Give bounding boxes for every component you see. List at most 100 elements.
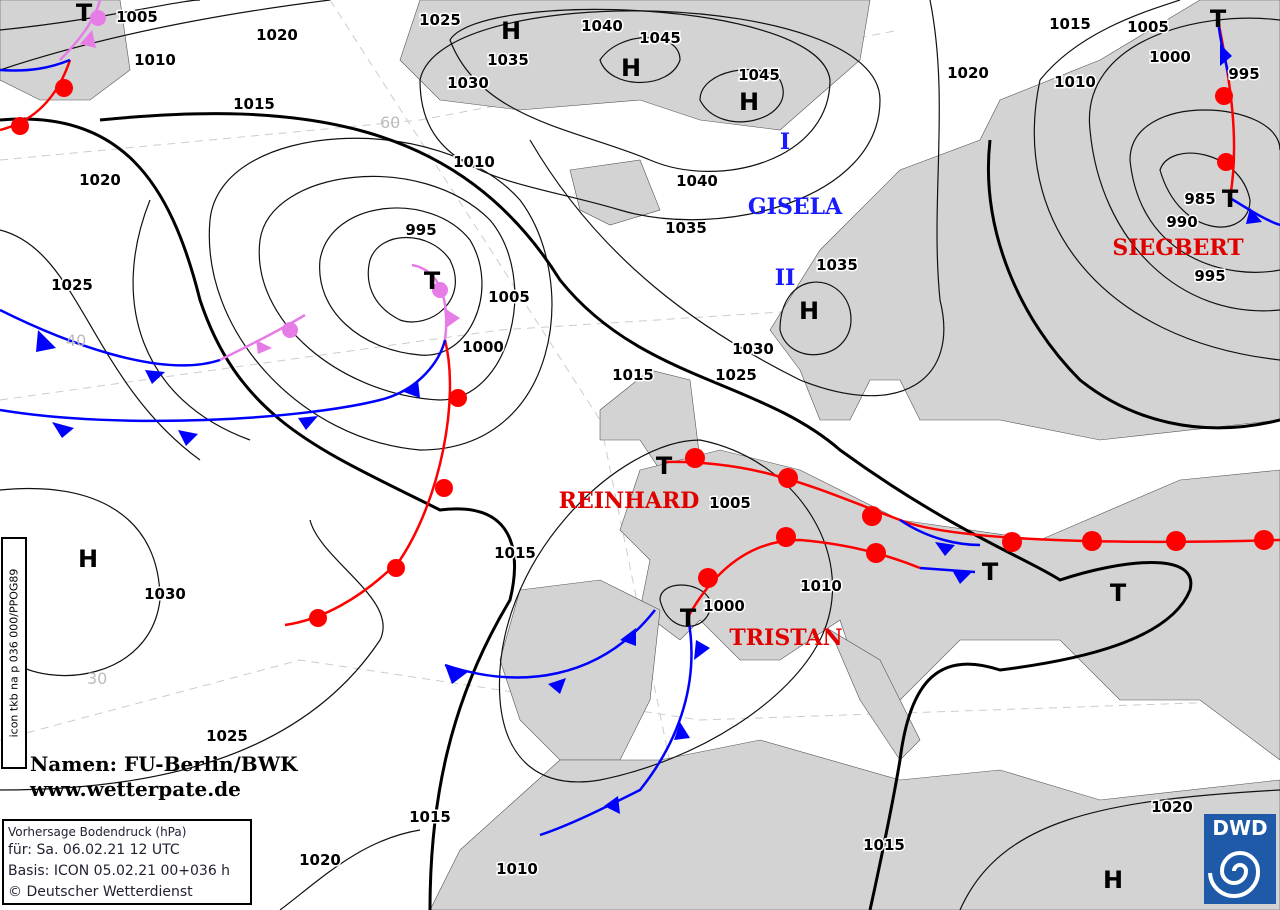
isobar-label: 1025 — [419, 11, 461, 29]
isobar-label: 985 — [1184, 190, 1215, 208]
run-id-text: icon tkb na p 036 000/PPOG89 — [7, 568, 21, 738]
isobar-label: 995 — [1194, 267, 1225, 285]
cold-front-tristan-east — [919, 566, 976, 574]
occlusion-front-nw — [59, 0, 102, 61]
system-name: REINHARD — [559, 488, 700, 514]
isobar-label: 1040 — [676, 172, 718, 190]
scandinavia — [769, 0, 1280, 441]
isobar-label: 1005 — [709, 494, 751, 512]
isobar-label: 995 — [405, 221, 436, 239]
cold-front-nw — [0, 58, 71, 72]
system-name: II — [775, 265, 796, 291]
isobar-label: 1045 — [738, 66, 780, 84]
isobar-label: 1025 — [51, 276, 93, 294]
isobar-label: 1040 — [581, 17, 623, 35]
cold-front-symbols — [36, 44, 1262, 814]
isobar-label: 1010 — [1054, 73, 1096, 91]
british-isles — [599, 369, 701, 471]
pressure-centers: H H H H H H T T T T T T T T — [76, 0, 1239, 894]
north-africa — [429, 739, 1280, 910]
warm-front-tristan — [686, 538, 921, 618]
isobar-label: 1045 — [639, 29, 681, 47]
isobar-label: 1025 — [206, 727, 248, 745]
infobox-title: Vorhersage Bodendruck (hPa) — [8, 825, 187, 839]
pressure-center: H — [799, 297, 819, 325]
italy — [829, 629, 921, 761]
isobar-label: 1030 — [732, 340, 774, 358]
isobar-label: 1015 — [233, 95, 275, 113]
isobar-label: 1015 — [1049, 15, 1091, 33]
pressure-center: T — [982, 558, 999, 586]
cold-front-atlantic-1 — [0, 308, 221, 367]
website-link[interactable]: www.wetterpate.de — [30, 777, 241, 801]
pressure-center: T — [424, 267, 441, 295]
cold-front-tristan-south — [539, 616, 693, 837]
pressure-center: T — [76, 0, 93, 27]
isobar-label: 1030 — [144, 585, 186, 603]
latitude-labels: 60 40 30 — [66, 113, 400, 688]
isobar-label: 1020 — [79, 171, 121, 189]
isobar-label: 1005 — [488, 288, 530, 306]
cold-front-siegbert — [1229, 196, 1280, 227]
isobar-label: 1030 — [447, 74, 489, 92]
isobar-label: 1015 — [409, 808, 451, 826]
latitude-label: 40 — [66, 331, 86, 350]
system-name: TRISTAN — [729, 625, 842, 651]
isobar-label: 1010 — [134, 51, 176, 69]
isobar-label: 1010 — [800, 577, 842, 595]
system-name: GISELA — [748, 194, 843, 220]
latitude-label: 60 — [380, 113, 400, 132]
system-names: I GISELA II SIEGBERT REINHARD TRISTAN — [559, 129, 1245, 651]
isobar-label: 1000 — [462, 338, 504, 356]
isobar-label: 1000 — [703, 597, 745, 615]
fronts — [0, 0, 1280, 837]
iceland — [569, 159, 661, 226]
isobar-label: 1010 — [496, 860, 538, 878]
pressure-center: H — [739, 88, 759, 116]
isobar-label: 1025 — [715, 366, 757, 384]
latitude-label: 30 — [87, 669, 107, 688]
isobar-labels: 1005 1025 1020 1010 1015 1035 1030 1040 1045 1045… — [50, 7, 1262, 880]
isobar-label: 1005 — [116, 8, 158, 26]
isobar-label: 1005 — [1127, 18, 1169, 36]
dwd-logo-text: DWD — [1212, 816, 1268, 840]
infobox-basis: Basis: ICON 05.02.21 00+036 h — [8, 863, 231, 879]
warm-front-reinhard — [663, 460, 1280, 544]
credits: Namen: FU-Berlin/BWK www.wetterpate.de — [30, 752, 298, 802]
isobar-label: 1010 — [453, 153, 495, 171]
infobox-copyright: © Deutscher Wetterdienst — [8, 884, 193, 900]
pressure-center: H — [621, 54, 641, 82]
dwd-swirl-icon — [1208, 851, 1261, 898]
pressure-center: T — [680, 604, 697, 632]
system-name: I — [780, 129, 790, 155]
system-name: SIEGBERT — [1112, 235, 1244, 261]
isobar-label: 1020 — [947, 64, 989, 82]
isobar-label: 1000 — [1149, 48, 1191, 66]
pressure-center: T — [1110, 579, 1127, 607]
pressure-center: H — [501, 17, 521, 45]
isobar-label: 1020 — [1151, 798, 1193, 816]
warm-front-atlantic — [284, 339, 452, 627]
pressure-center: T — [1222, 185, 1239, 213]
isobar-label: 1020 — [299, 851, 341, 869]
warm-front-symbols — [11, 79, 1274, 627]
pressure-center: H — [1103, 866, 1123, 894]
cold-front-reinhard — [899, 518, 981, 547]
infobox-valid-time: für: Sa. 06.02.21 12 UTC — [8, 842, 180, 858]
isobar-label: 1035 — [665, 219, 707, 237]
occlusion-symbols — [80, 10, 460, 354]
isobar-label: 1035 — [816, 256, 858, 274]
cold-front-atlantic-2 — [0, 339, 447, 423]
iberia — [499, 579, 661, 761]
pressure-center: H — [78, 545, 98, 573]
pressure-center: T — [656, 452, 673, 480]
isobar-label: 1015 — [494, 544, 536, 562]
isobar-label: 1035 — [487, 51, 529, 69]
isobar-label: 995 — [1228, 65, 1259, 83]
names-credit: Namen: FU-Berlin/BWK — [30, 752, 298, 776]
isobar-label: 990 — [1166, 213, 1197, 231]
